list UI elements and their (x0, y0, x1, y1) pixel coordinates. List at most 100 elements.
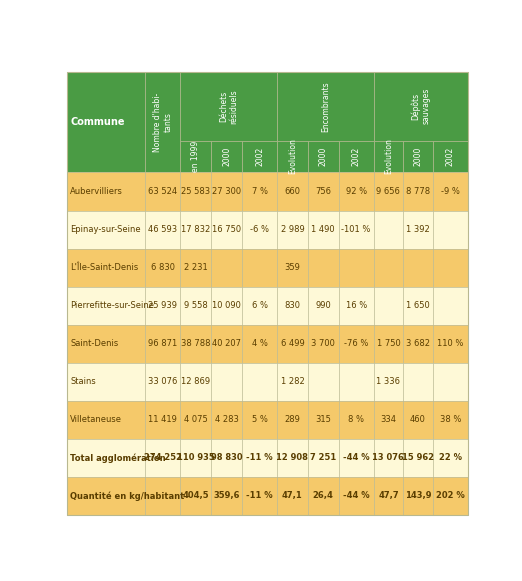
Text: 38 %: 38 % (440, 415, 461, 424)
Bar (67, 72, 146, 173)
Text: 26,4: 26,4 (313, 492, 334, 500)
Text: Evolution: Evolution (384, 139, 393, 174)
Text: 47,7: 47,7 (378, 492, 399, 500)
Bar (339, 286, 374, 325)
Text: 10 090: 10 090 (212, 301, 241, 310)
Text: 9 558: 9 558 (184, 301, 208, 310)
Bar (403, 363, 433, 401)
Bar (181, 173, 211, 210)
Bar (277, 439, 308, 477)
Bar (181, 477, 211, 515)
Bar (339, 363, 374, 401)
Text: 25 939: 25 939 (148, 301, 177, 310)
Text: 1 392: 1 392 (406, 225, 430, 234)
Bar (339, 141, 374, 173)
Text: Encombrants: Encombrants (321, 81, 330, 131)
Text: 990: 990 (315, 301, 331, 310)
Text: 1 282: 1 282 (280, 377, 304, 386)
Text: 4 %: 4 % (252, 339, 267, 348)
Text: 33 076: 33 076 (148, 377, 177, 386)
Text: 38 788: 38 788 (181, 339, 210, 348)
Text: -44 %: -44 % (343, 453, 370, 462)
Text: Stains: Stains (70, 377, 96, 386)
Text: -44 %: -44 % (343, 492, 370, 500)
Bar (146, 439, 181, 477)
Text: 4 075: 4 075 (184, 415, 208, 424)
Text: 63 524: 63 524 (148, 187, 177, 196)
Bar (181, 249, 211, 286)
Text: Nombre d'habi-
tants: Nombre d'habi- tants (153, 92, 173, 152)
Bar (67, 401, 146, 439)
Text: -11 %: -11 % (246, 453, 273, 462)
Text: 6 %: 6 % (252, 301, 267, 310)
Text: 98 830: 98 830 (211, 453, 242, 462)
Bar (308, 249, 339, 286)
Bar (146, 210, 181, 249)
Bar (211, 173, 242, 210)
Text: 143,9: 143,9 (405, 492, 431, 500)
Text: Villetaneuse: Villetaneuse (70, 415, 122, 424)
Text: 1 750: 1 750 (376, 339, 400, 348)
Text: -76 %: -76 % (344, 339, 369, 348)
Text: 359: 359 (284, 263, 300, 272)
Text: 2000: 2000 (413, 147, 422, 166)
Bar (146, 173, 181, 210)
Bar (403, 439, 433, 477)
Text: 96 871: 96 871 (148, 339, 177, 348)
Text: L'Île-Saint-Denis: L'Île-Saint-Denis (70, 263, 138, 272)
Bar (374, 173, 403, 210)
Bar (146, 363, 181, 401)
Text: 2 989: 2 989 (280, 225, 304, 234)
Text: 404,5: 404,5 (183, 492, 209, 500)
Bar (181, 72, 277, 141)
Bar (277, 210, 308, 249)
Bar (403, 173, 433, 210)
Bar (211, 210, 242, 249)
Bar (67, 286, 146, 325)
Bar (181, 363, 211, 401)
Bar (433, 439, 468, 477)
Text: Quantité en kg/habitant: Quantité en kg/habitant (70, 491, 184, 501)
Bar (67, 477, 146, 515)
Bar (433, 325, 468, 363)
Bar (403, 210, 433, 249)
Text: -9 %: -9 % (441, 187, 460, 196)
Text: 12 908: 12 908 (277, 453, 309, 462)
Bar (433, 477, 468, 515)
Bar (308, 141, 339, 173)
Text: 22 %: 22 % (439, 453, 462, 462)
Bar (403, 141, 433, 173)
Bar (308, 439, 339, 477)
Bar (374, 325, 403, 363)
Text: 15 962: 15 962 (402, 453, 434, 462)
Bar (211, 325, 242, 363)
Bar (277, 249, 308, 286)
Text: 40 207: 40 207 (212, 339, 241, 348)
Text: Saint-Denis: Saint-Denis (70, 339, 118, 348)
Text: 2002: 2002 (446, 147, 455, 166)
Bar (339, 173, 374, 210)
Bar (181, 141, 211, 173)
Bar (403, 325, 433, 363)
Text: 17 832: 17 832 (181, 225, 210, 234)
Text: 2000: 2000 (222, 147, 231, 166)
Bar (374, 363, 403, 401)
Text: 2002: 2002 (352, 147, 361, 166)
Bar (374, 439, 403, 477)
Text: 13 076: 13 076 (373, 453, 405, 462)
Text: 92 %: 92 % (346, 187, 366, 196)
Bar (146, 249, 181, 286)
Bar (339, 477, 374, 515)
Bar (374, 477, 403, 515)
Text: 2002: 2002 (255, 147, 264, 166)
Bar (242, 210, 277, 249)
Text: 8 778: 8 778 (406, 187, 430, 196)
Bar (374, 141, 403, 173)
Bar (433, 173, 468, 210)
Bar (374, 72, 468, 141)
Text: -11 %: -11 % (246, 492, 273, 500)
Text: 110 %: 110 % (437, 339, 464, 348)
Text: 3 700: 3 700 (311, 339, 335, 348)
Text: 6 830: 6 830 (151, 263, 175, 272)
Bar (181, 439, 211, 477)
